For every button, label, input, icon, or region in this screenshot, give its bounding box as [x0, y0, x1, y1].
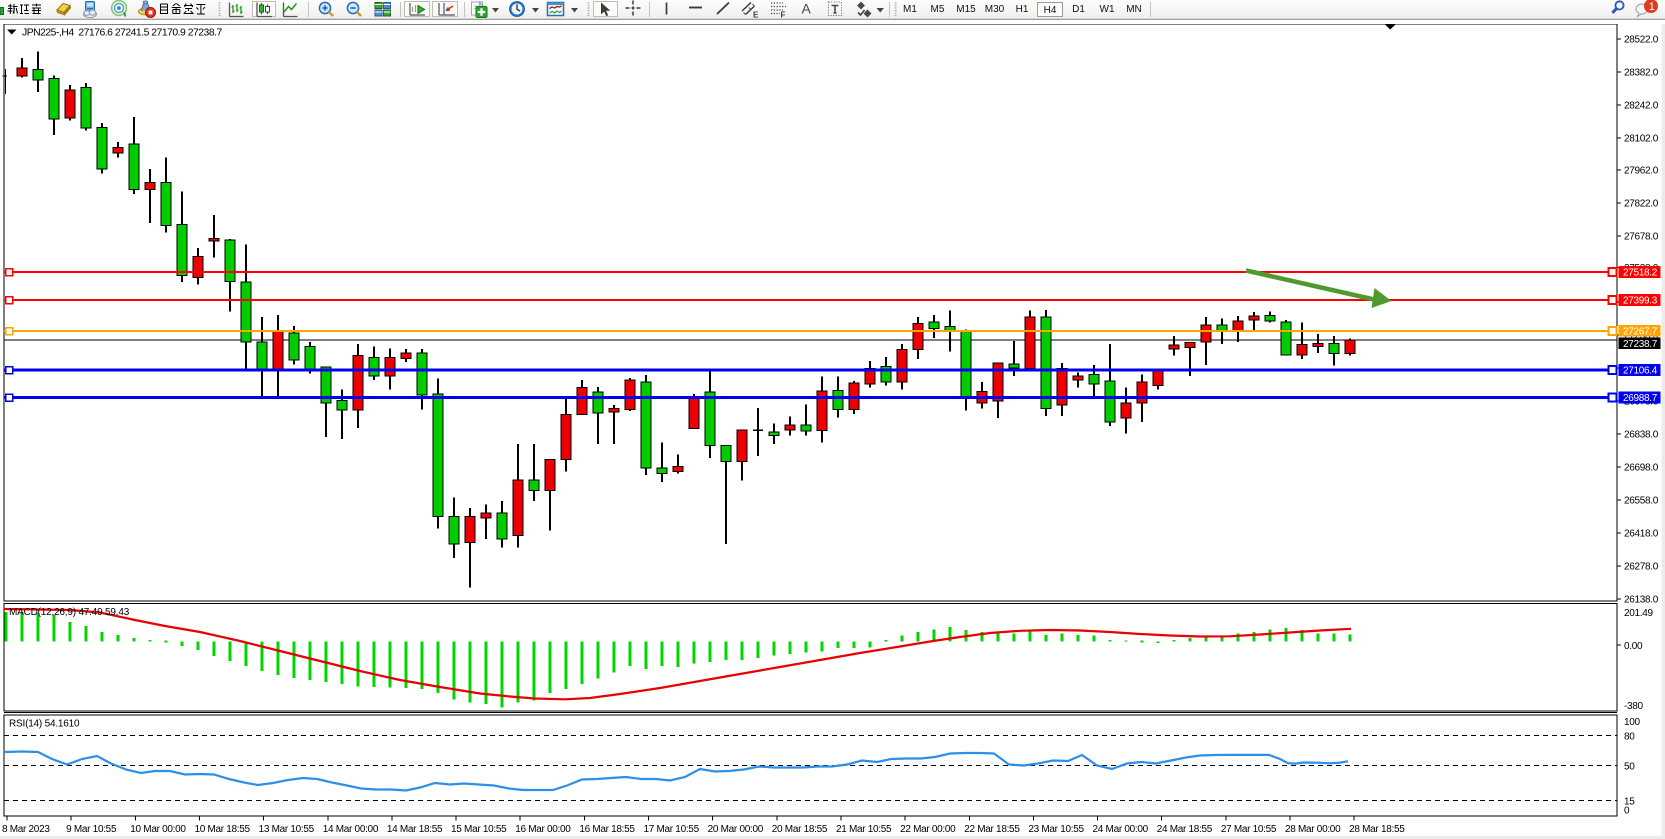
svg-text:0: 0: [1624, 806, 1630, 817]
svg-text:50: 50: [1624, 762, 1635, 773]
svg-text:201.49: 201.49: [1624, 608, 1654, 619]
svg-text:26418.0: 26418.0: [1624, 529, 1659, 540]
svg-text:28242.0: 28242.0: [1624, 101, 1659, 112]
svg-text:8 Mar 2023: 8 Mar 2023: [2, 824, 50, 835]
svg-text:27 Mar 10:55: 27 Mar 10:55: [1221, 824, 1277, 835]
svg-text:15: 15: [1624, 797, 1635, 808]
svg-text:JPN225-,H4 27176.6 27241.5 27: JPN225-,H4 27176.6 27241.5 27170.9 27238…: [22, 28, 222, 39]
svg-text:27518.2: 27518.2: [1623, 268, 1658, 279]
svg-text:22 Mar 00:00: 22 Mar 00:00: [900, 824, 956, 835]
svg-text:16 Mar 00:00: 16 Mar 00:00: [515, 824, 571, 835]
svg-text:27399.3: 27399.3: [1623, 296, 1658, 307]
svg-text:RSI(14) 54.1610: RSI(14) 54.1610: [9, 719, 80, 730]
svg-text:28382.0: 28382.0: [1624, 68, 1659, 79]
svg-text:-380: -380: [1624, 701, 1644, 712]
svg-text:21 Mar 10:55: 21 Mar 10:55: [836, 824, 892, 835]
svg-text:28522.0: 28522.0: [1624, 35, 1659, 46]
svg-text:27106.4: 27106.4: [1623, 366, 1658, 377]
svg-text:20 Mar 00:00: 20 Mar 00:00: [708, 824, 764, 835]
svg-text:26838.0: 26838.0: [1624, 430, 1659, 441]
svg-text:MACD(12,26,9) 47.49 59.43: MACD(12,26,9) 47.49 59.43: [9, 607, 130, 618]
svg-text:0.00: 0.00: [1624, 641, 1643, 652]
svg-text:E: E: [753, 11, 759, 20]
svg-text:26278.0: 26278.0: [1624, 562, 1659, 573]
svg-text:10 Mar 18:55: 10 Mar 18:55: [194, 824, 250, 835]
svg-text:16 Mar 18:55: 16 Mar 18:55: [579, 824, 635, 835]
svg-text:27822.0: 27822.0: [1624, 199, 1659, 210]
svg-text:27238.7: 27238.7: [1623, 339, 1658, 350]
svg-text:9 Mar 10:55: 9 Mar 10:55: [66, 824, 117, 835]
svg-text:26988.7: 26988.7: [1623, 393, 1658, 404]
svg-text:17 Mar 10:55: 17 Mar 10:55: [644, 824, 700, 835]
svg-text:14 Mar 00:00: 14 Mar 00:00: [323, 824, 379, 835]
svg-text:28 Mar 00:00: 28 Mar 00:00: [1285, 824, 1341, 835]
svg-text:1: 1: [1649, 1, 1655, 13]
svg-text:10 Mar 00:00: 10 Mar 00:00: [130, 824, 186, 835]
svg-text:24 Mar 18:55: 24 Mar 18:55: [1157, 824, 1213, 835]
svg-text:28102.0: 28102.0: [1624, 134, 1659, 145]
svg-text:20 Mar 18:55: 20 Mar 18:55: [772, 824, 828, 835]
svg-text:A: A: [802, 1, 812, 17]
svg-text:26558.0: 26558.0: [1624, 496, 1659, 507]
svg-text:27267.7: 27267.7: [1623, 326, 1658, 337]
svg-text:22 Mar 18:55: 22 Mar 18:55: [964, 824, 1020, 835]
svg-text:13 Mar 10:55: 13 Mar 10:55: [259, 824, 315, 835]
svg-text:28 Mar 18:55: 28 Mar 18:55: [1349, 824, 1405, 835]
svg-text:26698.0: 26698.0: [1624, 463, 1659, 474]
svg-text:24 Mar 00:00: 24 Mar 00:00: [1093, 824, 1149, 835]
svg-text:27962.0: 27962.0: [1624, 166, 1659, 177]
svg-text:80: 80: [1624, 732, 1635, 743]
svg-text:15 Mar 10:55: 15 Mar 10:55: [451, 824, 507, 835]
svg-text:14 Mar 18:55: 14 Mar 18:55: [387, 824, 443, 835]
svg-text:100: 100: [1624, 717, 1641, 728]
svg-text:F: F: [781, 11, 786, 20]
svg-text:23 Mar 10:55: 23 Mar 10:55: [1028, 824, 1084, 835]
svg-text:27678.0: 27678.0: [1624, 232, 1659, 243]
svg-text:26138.0: 26138.0: [1624, 595, 1659, 606]
